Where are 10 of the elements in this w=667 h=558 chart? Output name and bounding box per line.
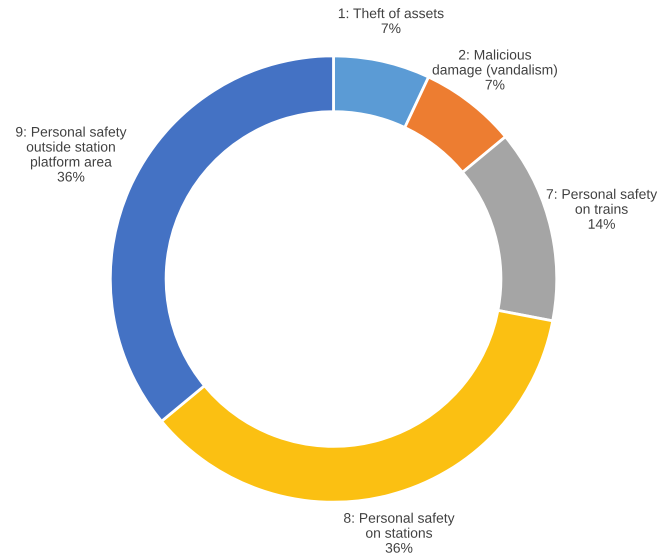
slice-label: 1: Theft of assets	[338, 8, 444, 18]
slice-label: 8: Personal safety on stations	[344, 512, 455, 538]
data-label: 7%	[486, 80, 504, 90]
data-label: 14%	[588, 219, 615, 229]
slice-label: 9: Personal safety outside station platform area	[16, 126, 127, 170]
data-label: 36%	[386, 542, 412, 553]
slice-label: 7: Personal safety on trains	[546, 188, 658, 214]
data-label: 36%	[58, 172, 84, 182]
data-label: 7%	[382, 23, 400, 34]
slice-label: 2: Malicious damage (vandalism)	[432, 49, 557, 78]
